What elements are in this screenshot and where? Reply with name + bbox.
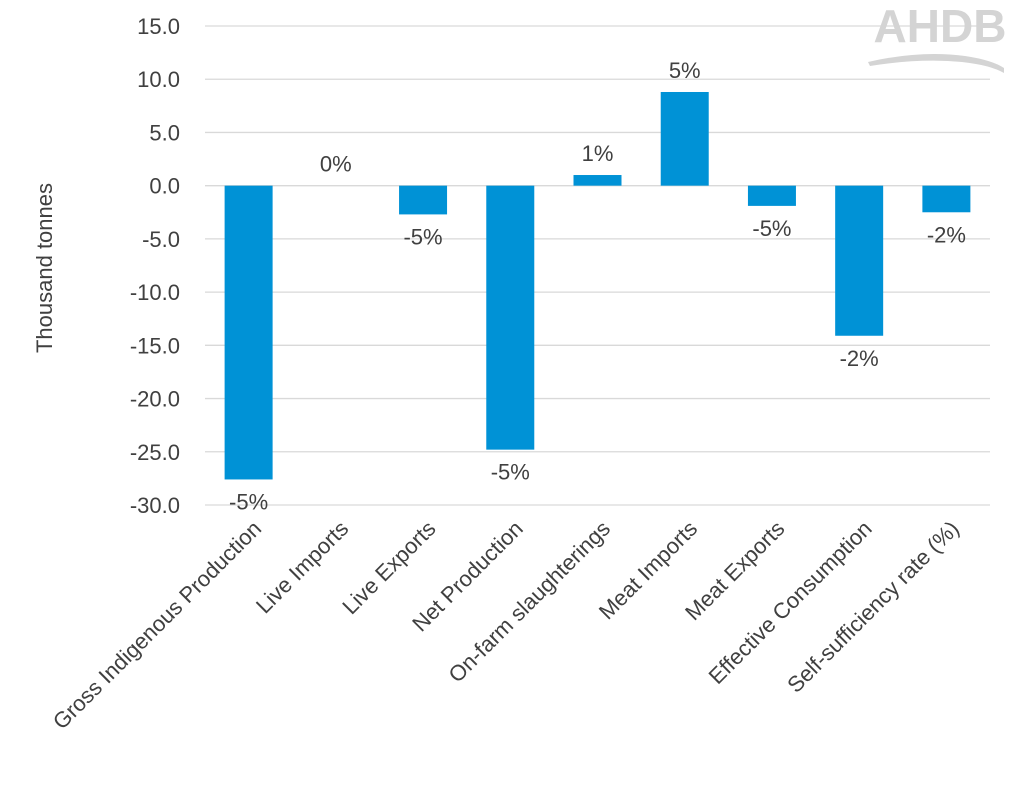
y-tick-label: -15.0 — [130, 333, 180, 358]
y-tick-label: 5.0 — [149, 120, 180, 145]
data-label: -5% — [752, 216, 791, 241]
y-axis-ticks: 15.0 10.0 5.0 0.0 -5.0 -10.0 -15.0 -20.0 -25.0 -3… — [130, 14, 180, 518]
bar — [573, 175, 622, 186]
bar — [835, 185, 884, 336]
bar — [747, 185, 796, 206]
logo-wordmark: AHDB — [874, 0, 1007, 52]
y-tick-label: 0.0 — [149, 174, 180, 199]
y-tick-label: -5.0 — [142, 227, 180, 252]
bar — [399, 185, 448, 215]
ahdb-logo: AHDB — [868, 0, 1006, 73]
bar — [660, 91, 709, 186]
y-axis-title: Thousand tonnes — [32, 183, 57, 353]
y-tick-label: 10.0 — [137, 67, 180, 92]
bar — [224, 185, 273, 480]
y-tick-label: -30.0 — [130, 493, 180, 518]
logo-swoosh-icon — [868, 54, 1004, 73]
data-label: -2% — [840, 346, 879, 371]
y-tick-label: -25.0 — [130, 440, 180, 465]
data-label: -5% — [403, 224, 442, 249]
x-category-label: Self-sufficiency rate (%) — [782, 516, 964, 698]
data-label: 5% — [669, 58, 701, 83]
x-category-label: On-farm slaughterings — [443, 516, 615, 688]
data-label: 1% — [582, 141, 614, 166]
data-label: -5% — [491, 460, 530, 485]
y-tick-label: -10.0 — [130, 280, 180, 305]
bar — [922, 185, 971, 213]
bar — [486, 185, 535, 450]
y-tick-label: 15.0 — [137, 14, 180, 39]
y-tick-label: -20.0 — [130, 387, 180, 412]
bars — [224, 91, 971, 480]
data-labels: -5% 0% -5% -5% 1% 5% -5% -2% -2% — [229, 58, 966, 514]
data-label: -2% — [927, 222, 966, 247]
gridlines — [205, 25, 990, 506]
data-label: -5% — [229, 489, 268, 514]
data-label: 0% — [320, 152, 352, 177]
x-category-label: Gross Indigenous Production — [48, 516, 266, 734]
x-category-label: Effective Consumption — [704, 516, 877, 689]
